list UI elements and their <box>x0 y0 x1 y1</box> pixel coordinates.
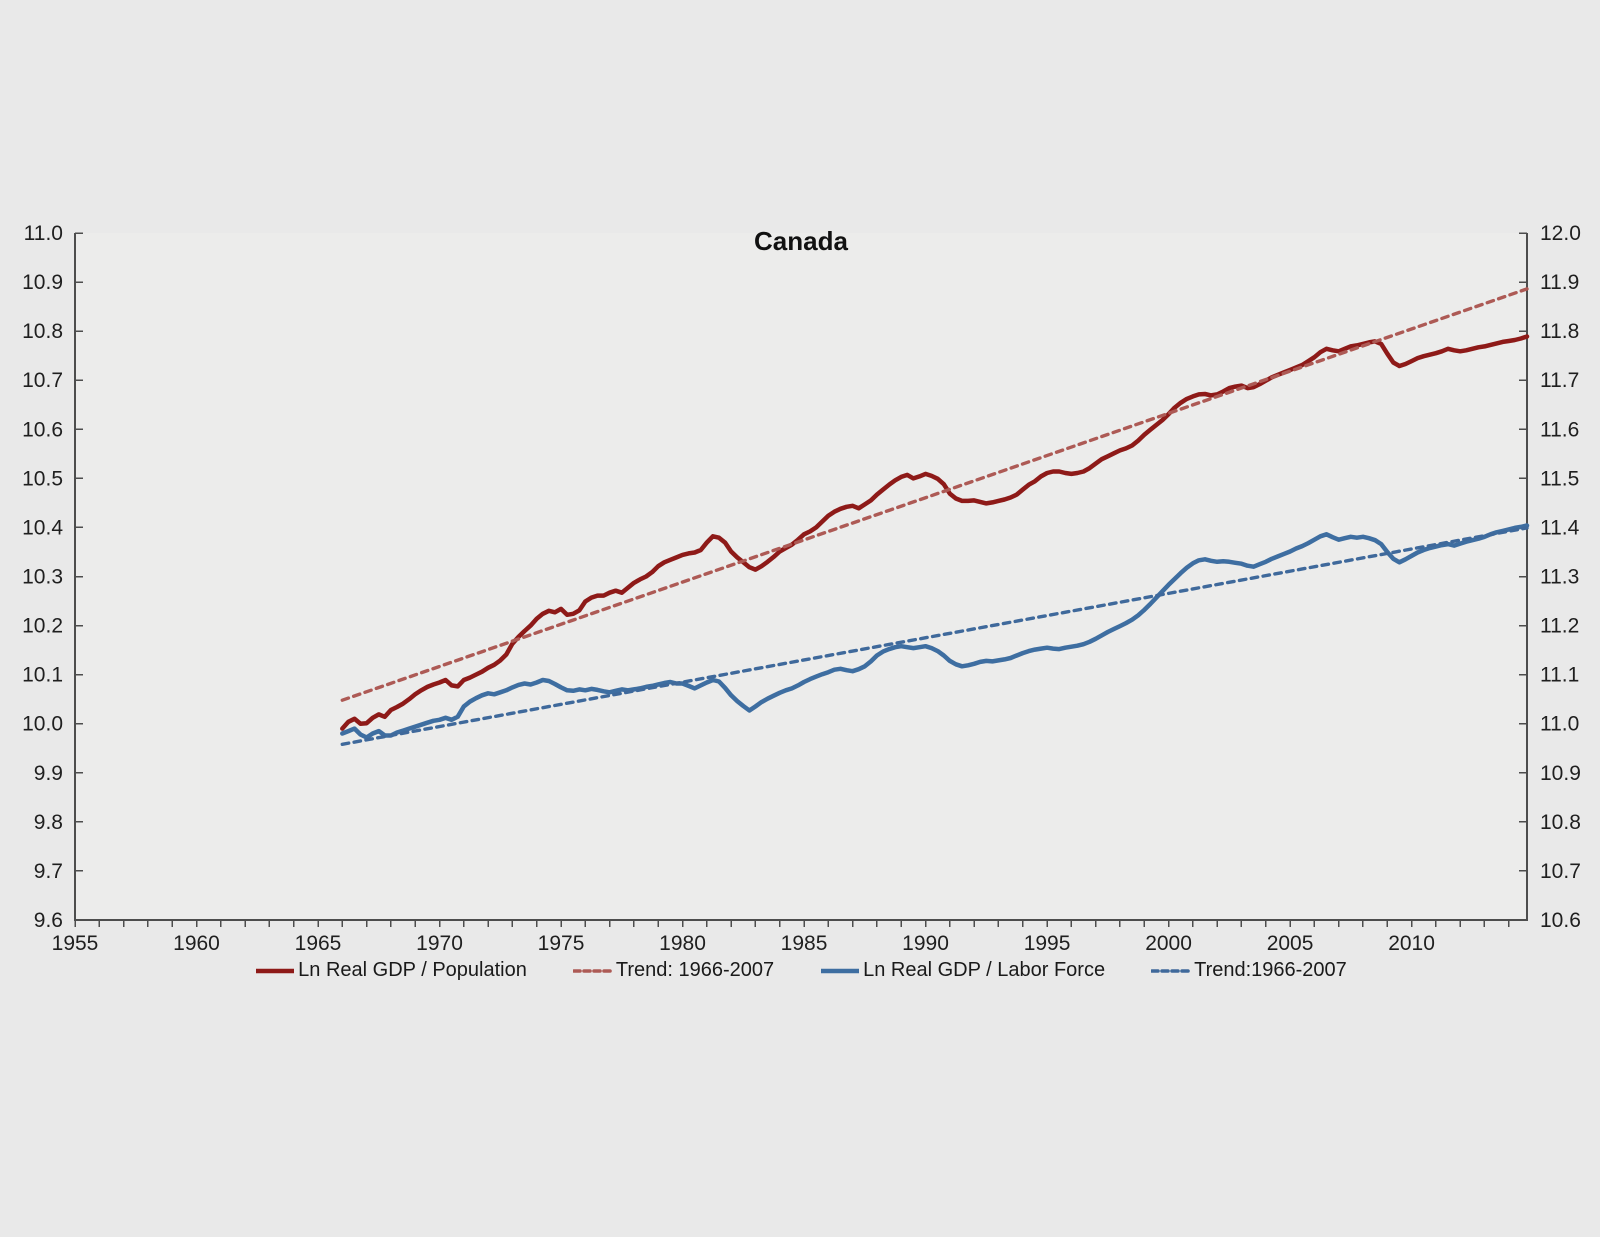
x-axis-tick-label: 2005 <box>1267 932 1314 955</box>
chart-title: Canada <box>754 226 848 256</box>
series-trend-red <box>340 287 1529 702</box>
y-axis-left-tick-label: 10.5 <box>22 467 63 490</box>
legend-item-trend-population: Trend: 1966-2007 <box>572 959 775 982</box>
y-axis-right-tick-label: 11.1 <box>1540 664 1579 687</box>
y-axis-left-tick-label: 10.6 <box>22 418 63 441</box>
chart-legend: Ln Real GDP / Population Trend: 1966-200… <box>75 959 1527 982</box>
x-axis-tick-label: 1965 <box>295 932 342 955</box>
y-axis-left-tick-label: 10.4 <box>22 516 63 539</box>
x-axis-tick-label: 1970 <box>416 932 463 955</box>
y-axis-right-tick-label: 12.0 <box>1540 222 1581 245</box>
legend-label: Trend: 1966-2007 <box>615 959 775 981</box>
x-axis-tick-label: 1980 <box>659 932 706 955</box>
legend-label: Ln Real GDP / Labor Force <box>863 959 1106 981</box>
y-axis-left-tick-label: 10.3 <box>22 566 63 589</box>
series-red <box>340 334 1530 731</box>
y-axis-left-tick-label: 11.0 <box>24 222 63 245</box>
legend-solid-blue-swatch <box>821 968 860 973</box>
series-trend-blue <box>340 526 1529 746</box>
x-axis-tick-label: 1990 <box>902 932 949 955</box>
series-blue <box>340 523 1530 740</box>
y-axis-right-tick-label: 10.6 <box>1540 909 1581 932</box>
x-axis-tick-label: 1975 <box>538 932 585 955</box>
y-axis-left-tick-label: 10.7 <box>22 369 63 392</box>
legend-item-trend-laborforce: Trend:1966-2007 <box>1151 959 1347 982</box>
y-axis-left-tick-label: 9.6 <box>34 909 63 932</box>
legend-dashed-red-swatch <box>572 968 613 973</box>
y-axis-right-tick-label: 11.6 <box>1540 418 1579 441</box>
y-axis-right-tick-label: 11.0 <box>1540 713 1579 736</box>
y-axis-left-tick-label: 9.7 <box>34 860 63 883</box>
y-axis-right-tick-label: 10.7 <box>1540 860 1581 883</box>
x-axis-tick-label: 1960 <box>173 932 220 955</box>
legend-dashed-blue-swatch <box>1151 968 1192 973</box>
y-axis-left-tick-label: 10.9 <box>22 271 63 294</box>
legend-item-gdp-population: Ln Real GDP / Population <box>255 959 527 982</box>
x-axis-tick-label: 1985 <box>781 932 828 955</box>
y-axis-left-tick-label: 10.8 <box>22 320 63 343</box>
y-axis-right-tick-label: 10.8 <box>1540 811 1581 834</box>
y-axis-right-tick-label: 11.5 <box>1540 467 1579 490</box>
y-axis-right-tick-label: 10.9 <box>1540 762 1581 785</box>
y-axis-left-tick-label: 9.8 <box>34 811 63 834</box>
x-axis-tick-label: 2000 <box>1145 932 1192 955</box>
y-axis-left-tick-label: 10.0 <box>22 713 63 736</box>
x-axis-tick-label: 1995 <box>1024 932 1071 955</box>
x-axis-tick-label: 1955 <box>52 932 99 955</box>
y-axis-right-tick-label: 11.2 <box>1540 615 1579 638</box>
y-axis-right-tick-label: 11.7 <box>1540 369 1579 392</box>
x-axis-tick-label: 2010 <box>1388 932 1435 955</box>
legend-label: Trend:1966-2007 <box>1194 959 1347 981</box>
plot-area <box>75 233 1527 920</box>
legend-solid-red-swatch <box>256 968 295 973</box>
y-axis-right-tick-label: 11.8 <box>1540 320 1579 343</box>
y-axis-right-tick-label: 11.9 <box>1540 271 1579 294</box>
y-axis-left-tick-label: 10.2 <box>22 615 63 638</box>
y-axis-right-tick-label: 11.3 <box>1540 566 1579 589</box>
y-axis-left-tick-label: 9.9 <box>34 762 63 785</box>
y-axis-right-tick-label: 11.4 <box>1540 516 1580 539</box>
y-axis-left-tick-label: 10.1 <box>22 664 63 687</box>
legend-label: Ln Real GDP / Population <box>298 959 527 981</box>
legend-item-gdp-laborforce: Ln Real GDP / Labor Force <box>820 959 1105 982</box>
